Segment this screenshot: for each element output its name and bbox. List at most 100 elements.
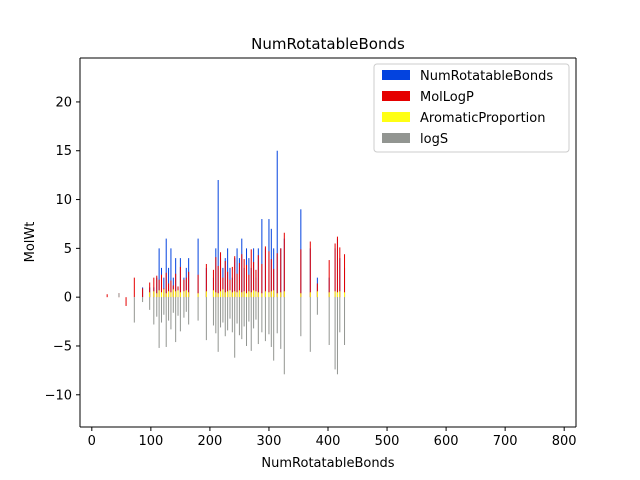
bar-logs-19 xyxy=(185,297,187,312)
bar-logs-37 xyxy=(246,297,248,346)
bar-aromaticproportion-46 xyxy=(270,291,272,298)
x-tick-label: 500 xyxy=(375,434,400,449)
bar-mollogp-23 xyxy=(212,269,214,298)
bar-mollogp-33 xyxy=(236,273,238,298)
bar-mollogp-37 xyxy=(246,264,248,298)
bar-aromaticproportion-38 xyxy=(248,291,250,298)
bar-logs-42 xyxy=(257,297,259,345)
bar-aromaticproportion-6 xyxy=(153,291,155,298)
bar-mollogp-57 xyxy=(339,247,341,298)
bar-aromaticproportion-55 xyxy=(334,291,336,298)
bar-logs-26 xyxy=(220,297,222,328)
bar-logs-12 xyxy=(168,297,170,321)
bar-logs-8 xyxy=(158,297,160,348)
bar-numrotatablebonds-48 xyxy=(276,150,278,298)
bar-mollogp-18 xyxy=(183,279,185,298)
bar-aromaticproportion-15 xyxy=(175,291,177,298)
bar-aromaticproportion-11 xyxy=(165,293,167,298)
bar-aromaticproportion-12 xyxy=(168,291,170,298)
bar-mollogp-4 xyxy=(142,288,144,298)
bar-logs-39 xyxy=(250,297,252,351)
bar-aromaticproportion-36 xyxy=(243,291,245,298)
legend-label-logs: logS xyxy=(420,132,448,147)
bar-numrotatablebonds-21 xyxy=(197,238,199,298)
bar-aromaticproportion-51 xyxy=(300,293,302,298)
bar-mollogp-19 xyxy=(185,277,187,298)
bar-mollogp-22 xyxy=(205,263,207,298)
y-tick-label: 20 xyxy=(55,95,72,110)
y-tick-label: −5 xyxy=(53,339,72,354)
bar-logs-31 xyxy=(231,297,233,333)
bar-mollogp-3 xyxy=(133,277,135,298)
bar-logs-55 xyxy=(334,297,336,370)
y-tick-label: 10 xyxy=(55,193,72,208)
bar-mollogp-34 xyxy=(238,263,240,298)
legend-swatch-aromaticproportion xyxy=(382,112,410,122)
x-tick-label: 700 xyxy=(493,434,518,449)
bar-aromaticproportion-24 xyxy=(215,292,217,298)
bar-logs-43 xyxy=(261,297,263,333)
bar-logs-22 xyxy=(205,297,207,341)
bar-numrotatablebonds-12 xyxy=(168,267,170,298)
legend-swatch-logs xyxy=(382,133,410,143)
bar-logs-47 xyxy=(273,297,275,361)
bar-mollogp-58 xyxy=(344,254,346,298)
bar-aromaticproportion-43 xyxy=(261,293,263,298)
bar-aromaticproportion-13 xyxy=(170,292,172,298)
bar-mollogp-50 xyxy=(283,232,285,298)
bar-logs-50 xyxy=(283,297,285,375)
bar-mollogp-24 xyxy=(215,257,217,298)
bar-aromaticproportion-42 xyxy=(257,292,259,298)
bar-logs-44 xyxy=(264,297,266,342)
x-tick-label: 100 xyxy=(138,434,163,449)
bar-mollogp-28 xyxy=(224,261,226,298)
y-tick-label: 0 xyxy=(64,291,72,306)
x-tick-label: 800 xyxy=(552,434,577,449)
bar-aromaticproportion-8 xyxy=(158,290,160,298)
bar-logs-35 xyxy=(241,297,243,340)
bar-mollogp-40 xyxy=(253,262,255,298)
bar-mollogp-46 xyxy=(270,259,272,298)
bar-aromaticproportion-58 xyxy=(344,292,346,298)
bar-mollogp-26 xyxy=(220,252,222,298)
bar-logs-18 xyxy=(183,297,185,318)
bar-aromaticproportion-19 xyxy=(185,290,187,298)
bar-mollogp-25 xyxy=(217,265,219,298)
bar-aromaticproportion-18 xyxy=(183,291,185,298)
bar-mollogp-54 xyxy=(328,260,330,298)
bar-logs-14 xyxy=(172,297,174,313)
bar-aromaticproportion-28 xyxy=(224,292,226,298)
bar-numrotatablebonds-25 xyxy=(217,180,219,298)
bar-logs-46 xyxy=(270,297,272,347)
bar-logs-30 xyxy=(229,297,231,319)
bar-aromaticproportion-40 xyxy=(253,290,255,298)
bar-mollogp-13 xyxy=(170,280,172,298)
bar-aromaticproportion-54 xyxy=(328,292,330,298)
bar-aromaticproportion-57 xyxy=(339,291,341,298)
bar-aromaticproportion-45 xyxy=(268,292,270,298)
bar-numrotatablebonds-43 xyxy=(261,219,263,298)
x-tick-label: 0 xyxy=(88,434,96,449)
bar-mollogp-47 xyxy=(273,268,275,298)
bar-aromaticproportion-16 xyxy=(177,290,179,298)
bar-logs-29 xyxy=(227,297,229,331)
bar-mollogp-41 xyxy=(255,269,257,298)
bar-mollogp-17 xyxy=(179,266,181,298)
bar-logs-11 xyxy=(165,297,167,347)
bar-aromaticproportion-49 xyxy=(280,292,282,298)
bar-mollogp-8 xyxy=(158,279,160,298)
bar-aromaticproportion-50 xyxy=(283,291,285,298)
bar-aromaticproportion-35 xyxy=(241,292,243,298)
chart-title: NumRotatableBonds xyxy=(251,35,405,53)
bar-aromaticproportion-9 xyxy=(160,292,162,298)
y-tick-label: 5 xyxy=(64,242,72,257)
bar-aromaticproportion-34 xyxy=(238,290,240,298)
bar-aromaticproportion-53 xyxy=(316,291,318,298)
bar-mollogp-55 xyxy=(334,243,336,298)
bar-aromaticproportion-21 xyxy=(197,293,199,298)
bar-aromaticproportion-22 xyxy=(205,291,207,298)
legend: NumRotatableBonds MolLogP AromaticProporti… xyxy=(373,63,570,153)
bar-logs-32 xyxy=(234,297,236,358)
bar-logs-53 xyxy=(316,297,318,315)
